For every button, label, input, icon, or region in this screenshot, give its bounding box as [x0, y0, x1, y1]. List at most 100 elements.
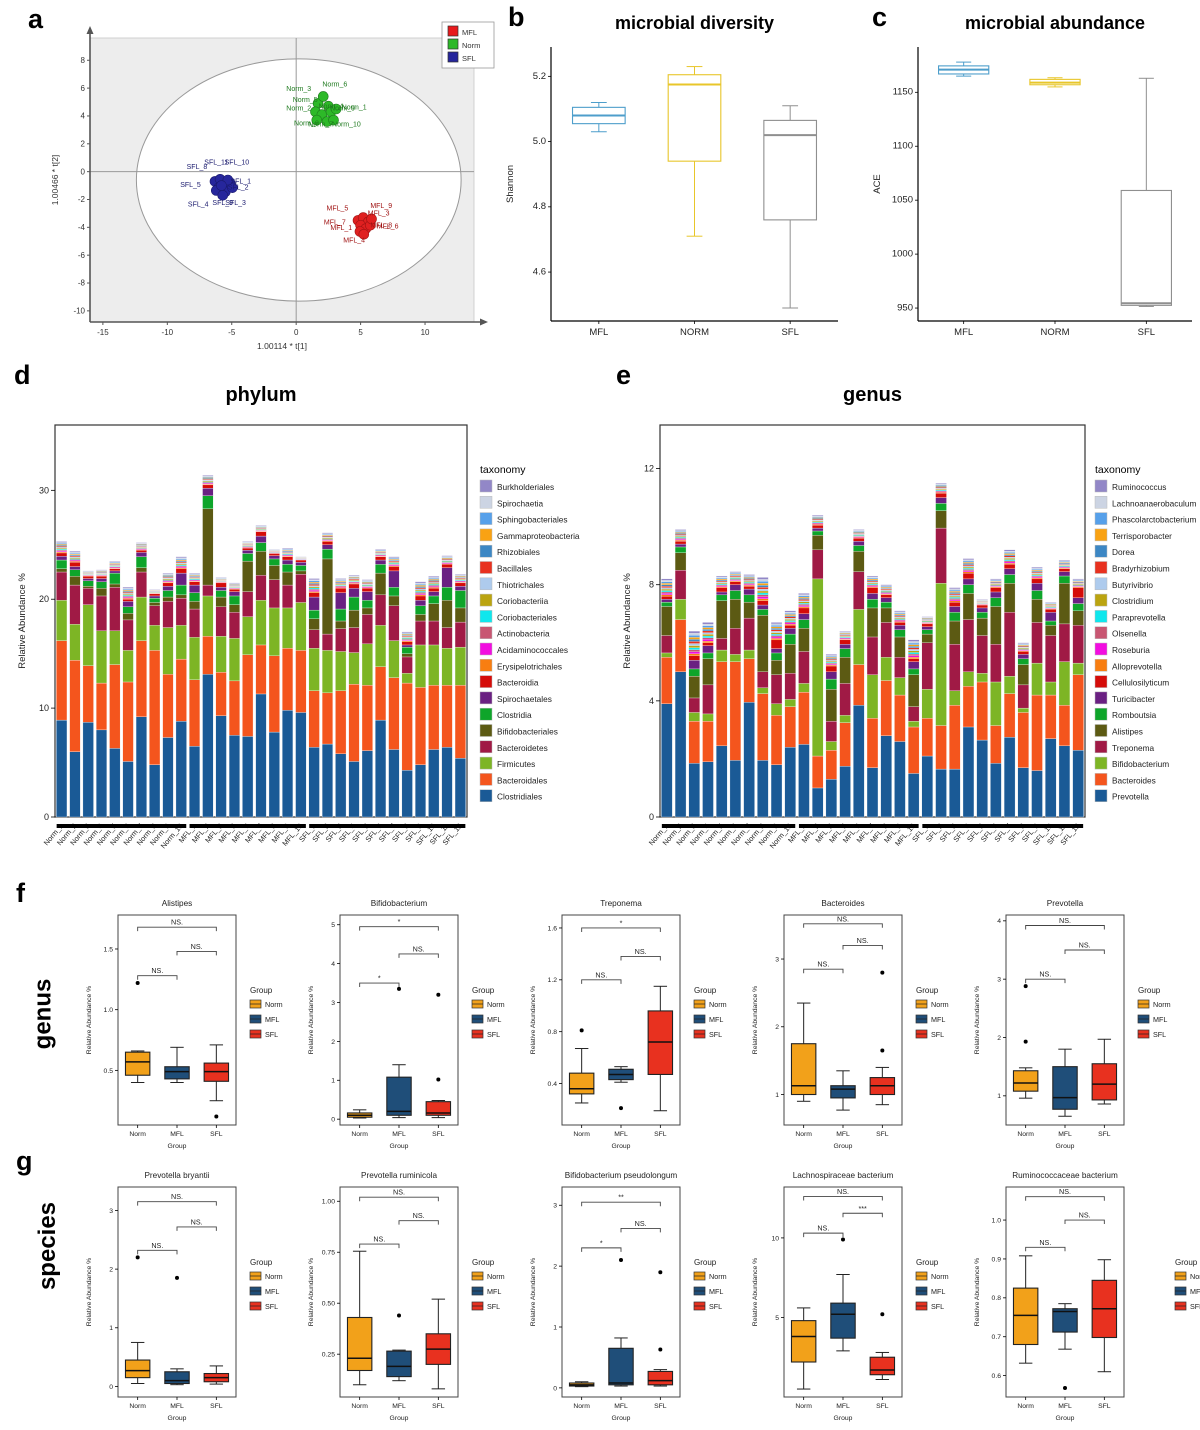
- svg-text:SFL: SFL: [654, 1131, 667, 1138]
- svg-text:NS.: NS.: [1079, 941, 1091, 950]
- svg-text:Clostridia: Clostridia: [497, 710, 532, 720]
- svg-text:MFL: MFL: [709, 1287, 723, 1296]
- svg-text:SFL: SFL: [1098, 1131, 1111, 1138]
- svg-text:Relative Abundance %: Relative Abundance %: [17, 573, 28, 669]
- svg-text:NORM: NORM: [680, 327, 709, 338]
- svg-text:1: 1: [997, 1093, 1001, 1100]
- genus-boxplot-treponema: Treponema 0.4 0.8 1.2 1.6 Relative Abundance …: [530, 899, 727, 1150]
- svg-text:Norm: Norm: [931, 1000, 949, 1009]
- svg-text:MFL: MFL: [1058, 1403, 1072, 1410]
- svg-text:SFL: SFL: [487, 1030, 500, 1039]
- svg-text:NS.: NS.: [413, 944, 425, 953]
- svg-text:Norm: Norm: [1017, 1403, 1034, 1410]
- svg-text:2: 2: [775, 1024, 779, 1031]
- svg-text:3: 3: [775, 956, 779, 963]
- svg-text:SFL: SFL: [210, 1131, 223, 1138]
- svg-text:10: 10: [421, 328, 430, 337]
- svg-text:-2: -2: [78, 195, 86, 204]
- svg-text:Group: Group: [1175, 1258, 1198, 1267]
- shannon-diversity-boxplot: microbial diversity 4.6 4.8 5.0 5.2 Shannon MF…: [505, 13, 838, 338]
- svg-text:2: 2: [109, 1267, 113, 1274]
- svg-text:Phascolarctobacterium: Phascolarctobacterium: [1112, 515, 1196, 525]
- svg-text:MFL: MFL: [614, 1131, 628, 1138]
- svg-text:Relative Abundance %: Relative Abundance %: [530, 986, 537, 1054]
- svg-text:Coriobacteriales: Coriobacteriales: [497, 612, 557, 622]
- svg-text:Shannon: Shannon: [505, 165, 516, 203]
- svg-text:Bacteroides: Bacteroides: [1112, 775, 1156, 785]
- svg-text:NS.: NS.: [1039, 970, 1051, 979]
- svg-text:Group: Group: [694, 986, 717, 995]
- svg-text:*: *: [398, 917, 401, 926]
- svg-text:Group: Group: [612, 1143, 631, 1150]
- svg-text:0: 0: [44, 812, 49, 822]
- svg-text:NS.: NS.: [635, 1219, 647, 1228]
- svg-text:Lachnoanaerobaculum: Lachnoanaerobaculum: [1112, 498, 1197, 508]
- svg-text:NS.: NS.: [817, 1224, 829, 1233]
- svg-text:Norm_7: Norm_7: [308, 121, 333, 128]
- svg-text:SFL: SFL: [876, 1403, 889, 1410]
- svg-text:4: 4: [81, 112, 86, 121]
- svg-text:Group: Group: [390, 1143, 409, 1150]
- svg-text:NS.: NS.: [171, 1192, 183, 1201]
- svg-text:1: 1: [331, 1078, 335, 1085]
- svg-text:Acidaminococcales: Acidaminococcales: [497, 645, 568, 655]
- svg-text:SFL_2: SFL_2: [228, 185, 249, 192]
- svg-text:MFL: MFL: [1058, 1131, 1072, 1138]
- svg-text:SFL_11: SFL_11: [204, 160, 228, 167]
- svg-text:NS.: NS.: [151, 1241, 163, 1250]
- svg-text:1: 1: [109, 1325, 113, 1332]
- species-boxplot-lachnospiraceae-bacterium: Lachnospiraceae bacterium 5 10 Relative Abu…: [752, 1171, 949, 1422]
- svg-text:Dorea: Dorea: [1112, 547, 1135, 557]
- svg-text:Bacillales: Bacillales: [497, 564, 532, 574]
- svg-text:MFL: MFL: [487, 1015, 501, 1024]
- svg-text:Norm_10: Norm_10: [332, 121, 361, 128]
- species-boxplot-ruminococcaceae-bacterium: Ruminococcaceae bacterium 0.6 0.7 0.8 0.9 1.0…: [974, 1171, 1200, 1422]
- svg-text:MFL: MFL: [931, 1287, 945, 1296]
- svg-text:Bradyrhizobium: Bradyrhizobium: [1112, 564, 1170, 574]
- svg-text:Norm_9: Norm_9: [330, 105, 355, 112]
- svg-text:1: 1: [553, 1324, 557, 1331]
- svg-text:Norm_8: Norm_8: [294, 121, 319, 128]
- svg-text:1.0: 1.0: [992, 1217, 1002, 1224]
- svg-text:Bifidobacterium: Bifidobacterium: [1112, 759, 1169, 769]
- svg-text:4.8: 4.8: [533, 201, 546, 212]
- svg-text:NS.: NS.: [817, 960, 829, 969]
- svg-text:SFL: SFL: [1190, 1302, 1200, 1311]
- svg-text:NS.: NS.: [151, 966, 163, 975]
- svg-text:5: 5: [775, 1315, 779, 1322]
- svg-text:Coriobacteriia: Coriobacteriia: [497, 596, 549, 606]
- svg-text:Norm: Norm: [129, 1403, 146, 1410]
- svg-text:MFL: MFL: [265, 1287, 279, 1296]
- svg-text:Relative Abundance %: Relative Abundance %: [622, 573, 633, 669]
- svg-text:Norm: Norm: [1017, 1131, 1034, 1138]
- svg-text:NS.: NS.: [1059, 916, 1071, 925]
- svg-text:Relative Abundance %: Relative Abundance %: [308, 1258, 315, 1326]
- genus-boxplot-alistipes: Alistipes 0.5 1.0 1.5 Relative Abundance % No…: [86, 899, 283, 1150]
- svg-text:5: 5: [331, 922, 335, 929]
- svg-text:1: 1: [775, 1092, 779, 1099]
- svg-text:Prevotella bryantii: Prevotella bryantii: [144, 1171, 209, 1180]
- svg-text:0.5: 0.5: [104, 1068, 114, 1075]
- svg-text:0.8: 0.8: [992, 1295, 1002, 1302]
- svg-text:SFL: SFL: [1153, 1030, 1166, 1039]
- svg-text:MFL_7: MFL_7: [324, 220, 346, 227]
- svg-text:30: 30: [39, 485, 49, 495]
- svg-text:Treponema: Treponema: [600, 899, 642, 908]
- svg-text:0: 0: [649, 812, 654, 822]
- svg-text:Norm: Norm: [487, 1000, 505, 1009]
- svg-text:Paraprevotella: Paraprevotella: [1112, 612, 1166, 622]
- svg-text:0: 0: [553, 1385, 557, 1392]
- svg-text:SFL: SFL: [265, 1030, 278, 1039]
- svg-text:Norm: Norm: [1190, 1272, 1200, 1281]
- svg-text:NS.: NS.: [191, 942, 203, 951]
- svg-text:Norm: Norm: [573, 1131, 590, 1138]
- svg-text:MFL: MFL: [462, 28, 477, 37]
- svg-text:SFL: SFL: [487, 1302, 500, 1311]
- genus-boxplot-bacteroides: Bacteroides 1 2 3 Relative Abundance % Norm MF…: [752, 899, 949, 1150]
- svg-text:SFL: SFL: [931, 1030, 944, 1039]
- svg-text:Bifidobacterium pseudolongum: Bifidobacterium pseudolongum: [565, 1171, 678, 1180]
- svg-text:2: 2: [81, 140, 86, 149]
- svg-text:***: ***: [858, 1204, 867, 1213]
- svg-text:0.50: 0.50: [322, 1301, 335, 1308]
- svg-text:SFL: SFL: [709, 1030, 722, 1039]
